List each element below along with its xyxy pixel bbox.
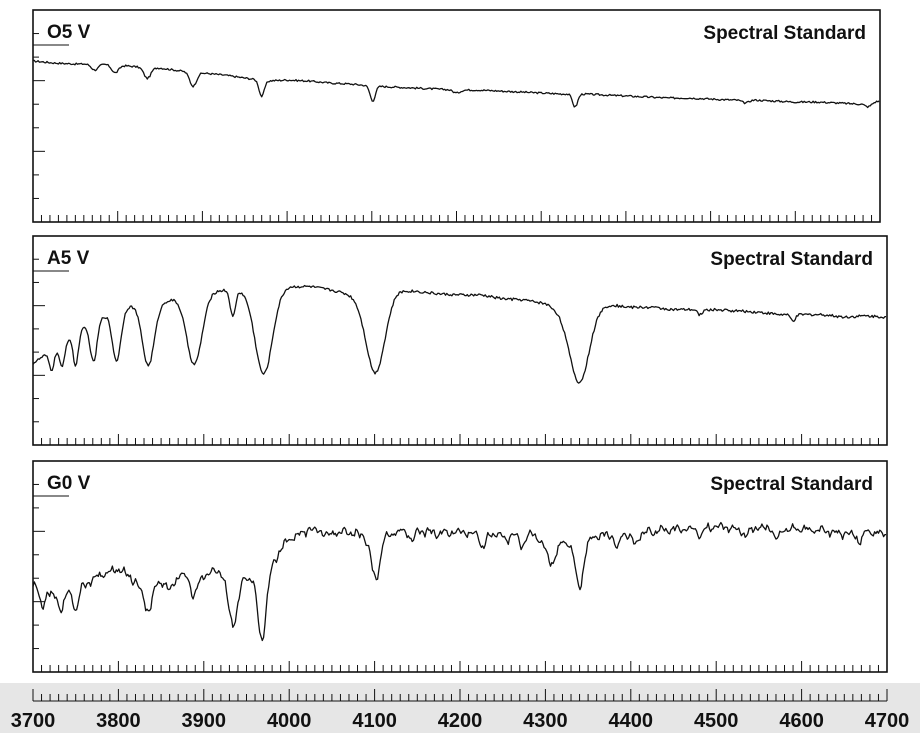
x-tick-label: 4700 xyxy=(865,710,910,732)
panel-title: O5 V xyxy=(47,22,91,43)
panel-annotation: Spectral Standard xyxy=(710,474,873,495)
x-tick-label: 4100 xyxy=(352,710,397,732)
spectrum-panel-1: O5 V Spectral Standard xyxy=(32,9,881,223)
x-tick-label: 4000 xyxy=(267,710,312,732)
x-tick-label: 4500 xyxy=(694,710,739,732)
panel-annotation: Spectral Standard xyxy=(703,23,866,44)
x-tick-label: 4600 xyxy=(779,710,824,732)
x-tick-label: 4200 xyxy=(438,710,483,732)
spectrum-line xyxy=(32,59,880,109)
spectrum-panel-2: A5 V Spectral Standard xyxy=(32,235,888,446)
x-tick-label: 3800 xyxy=(96,710,141,732)
spectrum-panel-3: G0 V Spectral Standard xyxy=(32,460,888,673)
panel-annotation: Spectral Standard xyxy=(710,249,873,270)
spectrum-line xyxy=(32,284,887,384)
x-tick-label: 4400 xyxy=(609,710,654,732)
panel-title: A5 V xyxy=(47,248,90,269)
panel-title: G0 V xyxy=(47,473,91,494)
x-tick-label: 3900 xyxy=(182,710,227,732)
x-tick-label: 3700 xyxy=(11,710,56,732)
x-tick-label: 4300 xyxy=(523,710,568,732)
spectrum-line xyxy=(32,521,887,642)
